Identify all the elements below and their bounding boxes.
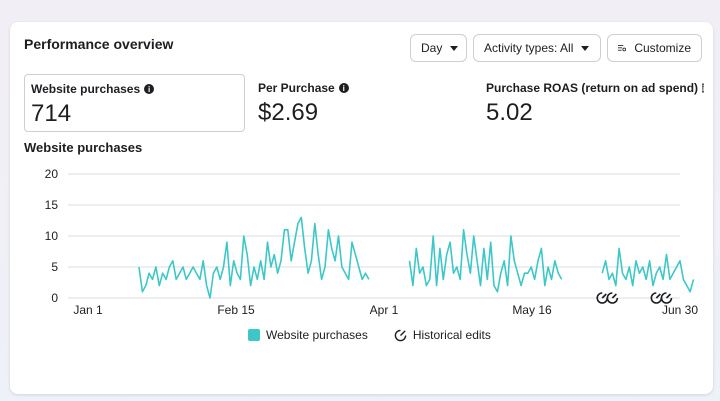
metric-label: Website purchases	[31, 82, 141, 96]
caret-down-icon	[450, 45, 459, 51]
day-label: Day	[421, 41, 443, 55]
y-tick-label: 10	[45, 229, 59, 243]
series-swatch	[248, 329, 260, 341]
x-tick-label: May 16	[512, 303, 552, 317]
x-tick-label: Jan 1	[73, 303, 103, 317]
customize-label: Customize	[634, 41, 691, 55]
y-tick-label: 15	[45, 198, 59, 212]
x-tick-label: Jun 30	[662, 303, 698, 317]
customize-icon	[618, 45, 627, 52]
legend-edits-label: Historical edits	[412, 328, 491, 342]
activity-types-dropdown[interactable]: Activity types: All	[473, 34, 601, 62]
customize-button[interactable]: Customize	[607, 34, 702, 62]
legend-item-series[interactable]: Website purchases	[248, 328, 368, 342]
legend-item-edits[interactable]: Historical edits	[394, 328, 491, 342]
series-line	[601, 247, 695, 293]
metric-label: Per Purchase	[258, 81, 335, 95]
purchases-chart: 0 5 10 15 20 Jan 1 Feb 15 Apr 1 May 16 Jun 30	[45, 167, 699, 317]
chart-title: Website purchases	[24, 140, 143, 155]
historical-edit-marker[interactable]	[606, 292, 619, 304]
chart-legend: Website purchases Historical edits	[248, 328, 491, 342]
series-line	[138, 216, 370, 299]
page-title: Performance overview	[24, 36, 174, 52]
historical-edit-marker[interactable]	[596, 292, 609, 304]
y-tick-label: 5	[51, 260, 58, 274]
y-tick-label: 20	[45, 167, 59, 181]
metric-label: Purchase ROAS (return on ad spend)	[486, 81, 699, 95]
activity-label: Activity types: All	[484, 41, 574, 55]
y-tick-label: 0	[51, 291, 58, 305]
historical-edit-icon	[394, 329, 407, 341]
metric-per-purchase[interactable]: Per Purchase i $2.69	[252, 74, 452, 132]
info-icon[interactable]: i	[702, 83, 705, 93]
day-dropdown[interactable]: Day	[410, 34, 467, 62]
metric-value: $2.69	[258, 99, 319, 126]
series-line	[408, 229, 563, 293]
x-tick-label: Apr 1	[370, 303, 399, 317]
caret-down-icon	[581, 45, 590, 51]
metric-purchase-roas[interactable]: Purchase ROAS (return on ad spend) i 5.02	[480, 74, 705, 132]
info-icon[interactable]: i	[144, 84, 155, 94]
performance-card: Performance overview Day Activity types:…	[10, 22, 713, 394]
historical-edit-marker[interactable]	[650, 292, 663, 304]
info-icon[interactable]: i	[338, 83, 349, 93]
metric-value: 714	[31, 100, 72, 127]
x-tick-label: Feb 15	[217, 303, 255, 317]
metric-value: 5.02	[486, 99, 533, 126]
historical-edit-marker[interactable]	[660, 292, 673, 304]
metric-website-purchases[interactable]: Website purchases i 714	[24, 74, 245, 132]
legend-series-label: Website purchases	[266, 328, 368, 342]
